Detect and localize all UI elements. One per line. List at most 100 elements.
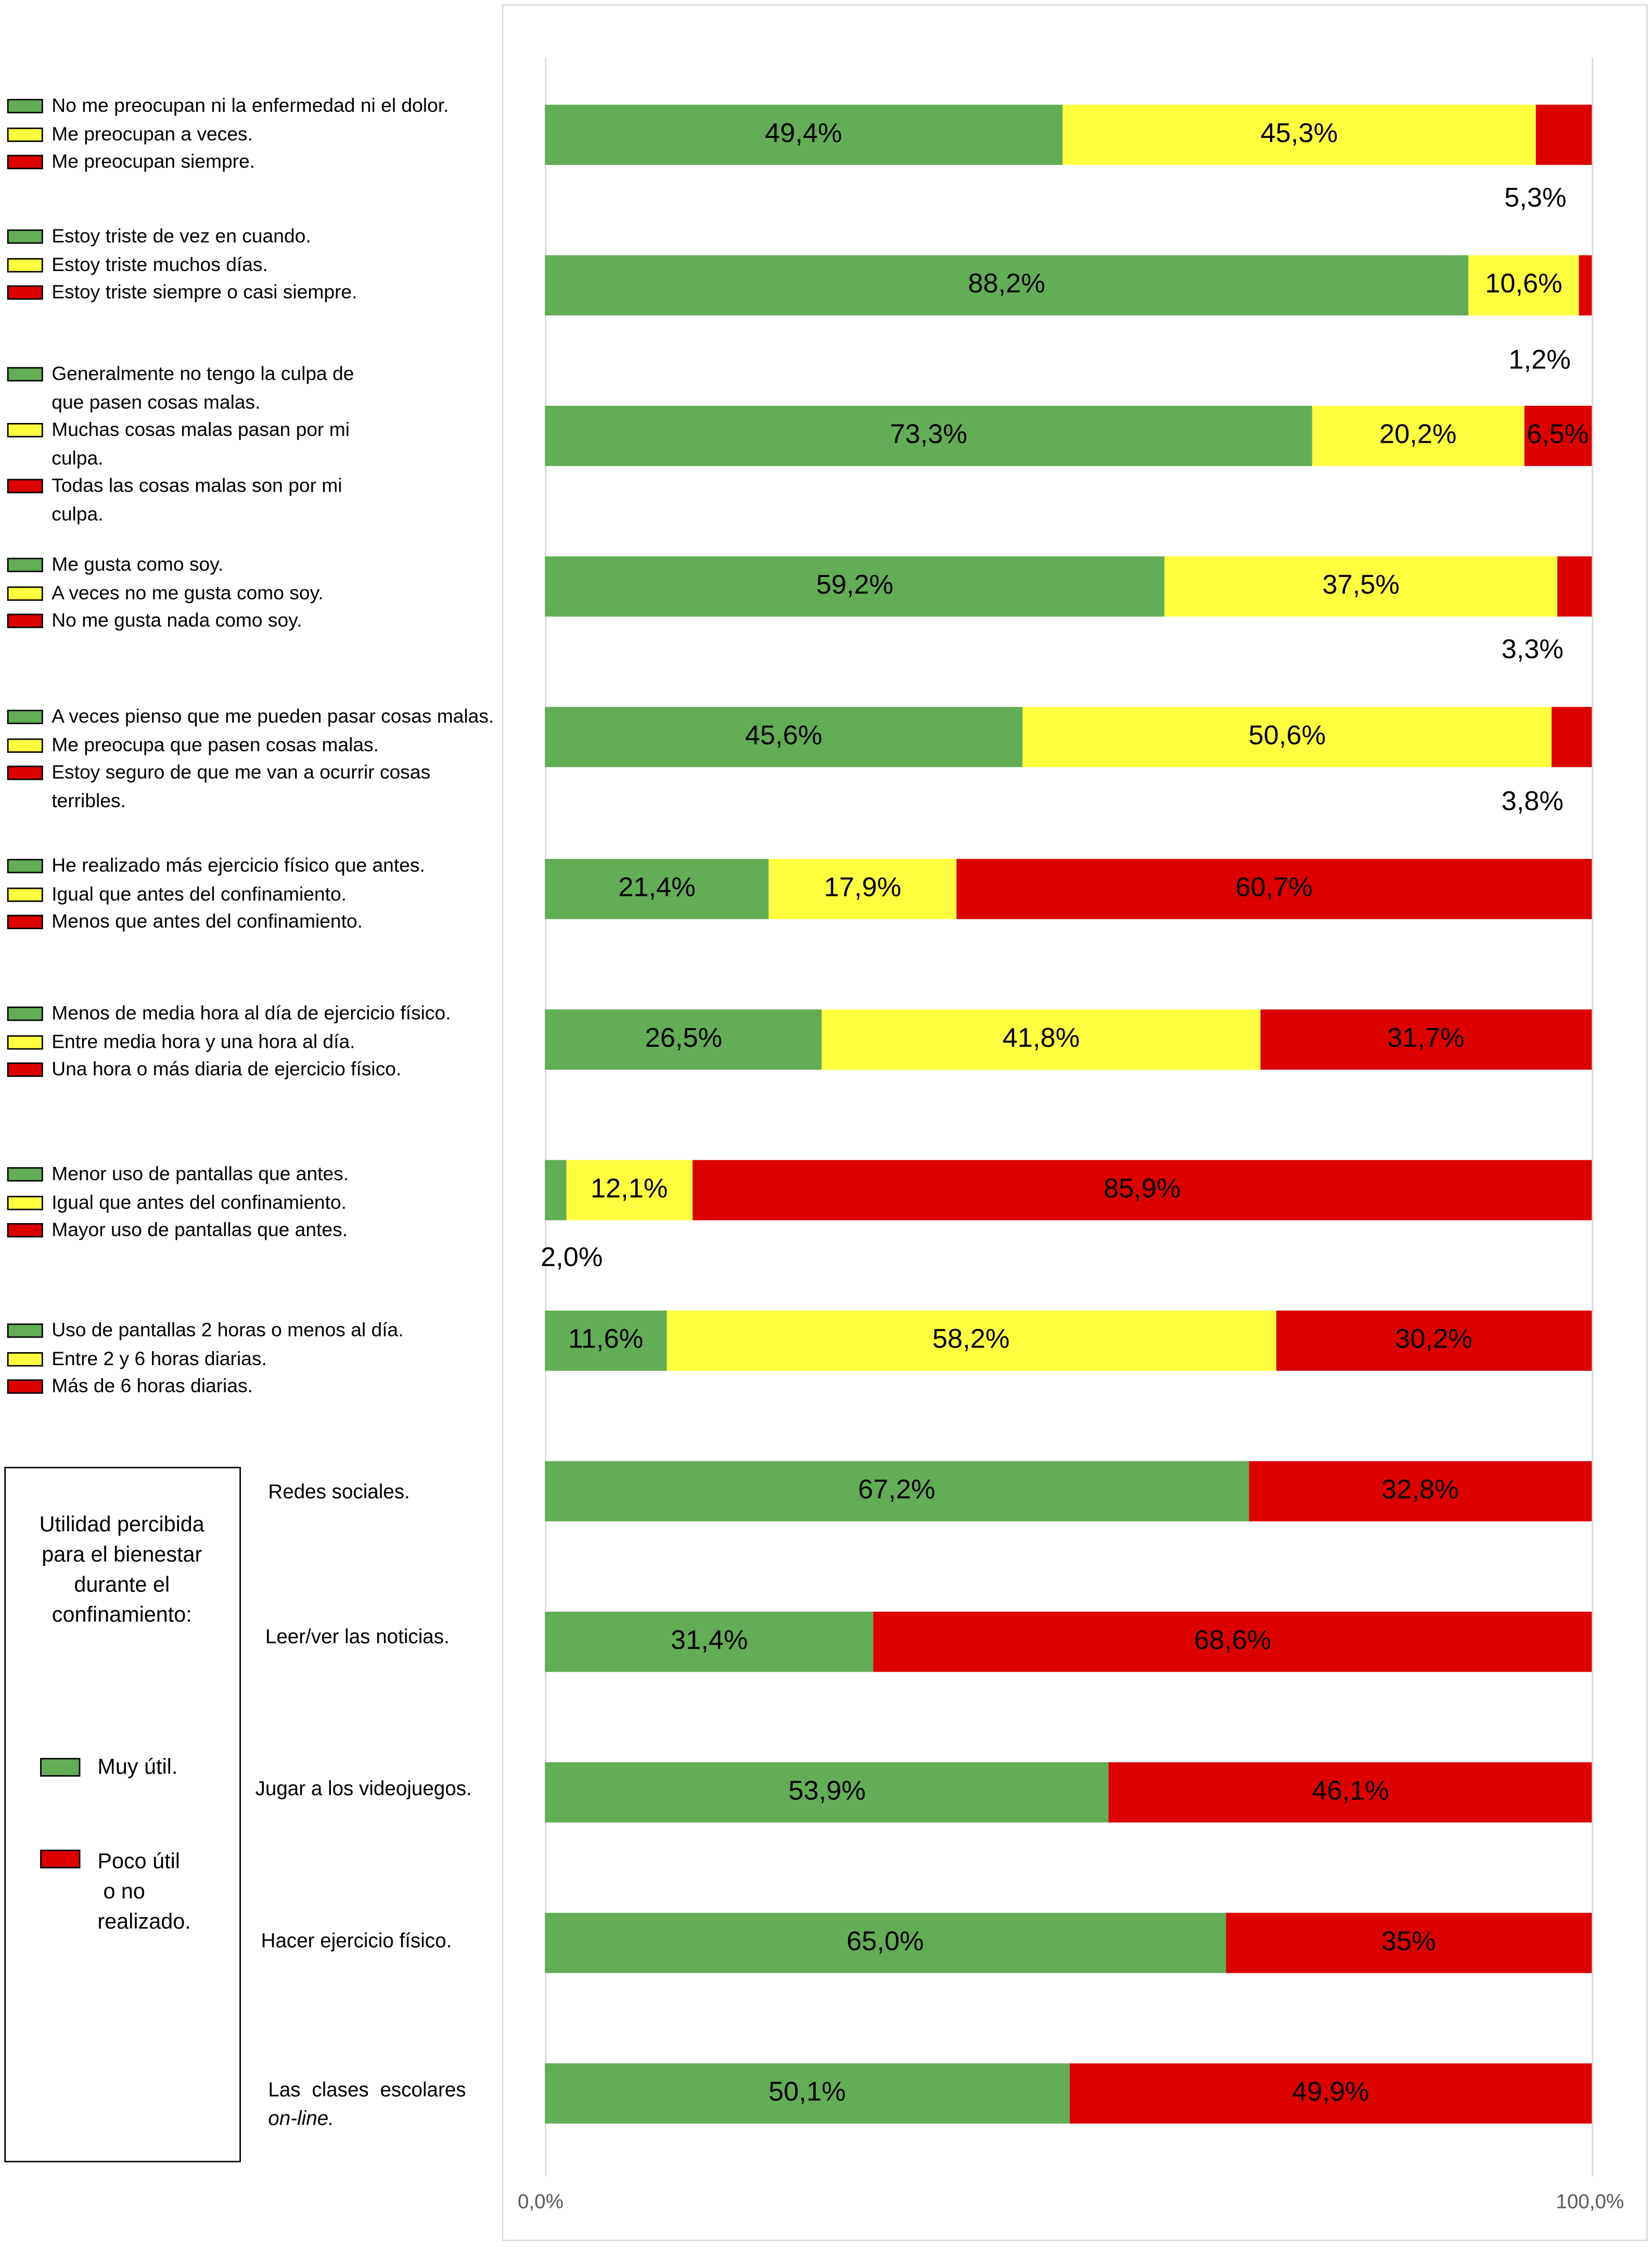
bar-segment-green: 21,4% bbox=[545, 858, 769, 919]
data-label: 88,2% bbox=[968, 269, 1045, 300]
green-swatch bbox=[7, 710, 43, 724]
bar-segment-red bbox=[1579, 255, 1592, 316]
legend-label: Generalmente no tengo la culpa de bbox=[52, 363, 354, 384]
data-label: 60,7% bbox=[1235, 872, 1313, 903]
legend-label: Me preocupan a veces. bbox=[52, 122, 253, 145]
x-tick-label-0: 0,0% bbox=[517, 2189, 564, 2213]
bar-segment-red: 49,9% bbox=[1069, 2063, 1592, 2124]
utility-legend-box bbox=[4, 1467, 241, 2163]
data-label: 49,9% bbox=[1291, 2078, 1369, 2109]
legend-label: culpa. bbox=[52, 503, 104, 525]
legend-label: Menos que antes del confinamiento. bbox=[52, 910, 363, 932]
activity-label: Las clases escolares bbox=[268, 2077, 466, 2101]
green-legend-label: Muy útil. bbox=[97, 1755, 178, 1780]
legend-label: Me preocupan siempre. bbox=[52, 150, 255, 173]
bar-segment-red: 35% bbox=[1225, 1913, 1592, 1973]
legend-label: A veces pienso que me pueden pasar cosas… bbox=[52, 705, 494, 727]
legend-label: A veces no me gusta como soy. bbox=[52, 581, 324, 604]
red-swatch bbox=[7, 1379, 43, 1394]
legend-label: Entre media hora y una hora al día. bbox=[52, 1030, 355, 1052]
data-label: 26,5% bbox=[645, 1023, 723, 1054]
bar-segment-red bbox=[1536, 105, 1592, 165]
bar-segment-green: 45,6% bbox=[545, 707, 1022, 768]
legend-label: He realizado más ejercicio físico que an… bbox=[52, 854, 425, 876]
data-label: 11,6% bbox=[568, 1325, 644, 1355]
bar-segment-red: 31,7% bbox=[1260, 1009, 1592, 1069]
green-swatch bbox=[7, 858, 43, 874]
data-label: 32,8% bbox=[1381, 1475, 1459, 1506]
legend-label: Estoy triste de vez en cuando. bbox=[52, 225, 311, 247]
bar-segment-yellow: 12,1% bbox=[566, 1159, 693, 1220]
bar-segment-green: 67,2% bbox=[545, 1461, 1249, 1521]
data-label: 21,4% bbox=[618, 872, 696, 903]
legend-label: Mayor uso de pantallas que antes. bbox=[52, 1219, 348, 1241]
bar-segment-yellow: 17,9% bbox=[769, 858, 956, 919]
yellow-swatch bbox=[7, 887, 43, 902]
data-label: 6,5% bbox=[1527, 420, 1589, 451]
bar-segment-yellow: 58,2% bbox=[666, 1310, 1276, 1371]
title-line: confinamiento: bbox=[52, 1603, 192, 1628]
data-label-outside: 3,3% bbox=[1501, 635, 1564, 665]
data-label: 53,9% bbox=[788, 1777, 866, 1807]
legend-label: Igual que antes del confinamiento. bbox=[52, 1191, 347, 1213]
label-line: Poco útil bbox=[97, 1850, 181, 1874]
bar-row-11: 31,4% 68,6% bbox=[545, 1611, 1592, 1672]
legend-label: Uso de pantallas 2 horas o menos al día. bbox=[52, 1319, 404, 1341]
legend-label: Menos de media hora al día de ejercicio … bbox=[52, 1002, 451, 1024]
legend-label: Una hora o más diaria de ejercicio físic… bbox=[52, 1058, 402, 1080]
bar-segment-red: 68,6% bbox=[874, 1611, 1592, 1672]
bar-row-10: 67,2% 32,8% bbox=[545, 1461, 1592, 1521]
green-swatch bbox=[7, 1006, 43, 1021]
data-label: 45,3% bbox=[1260, 119, 1338, 149]
green-swatch bbox=[40, 1757, 81, 1777]
bar-segment-red: 6,5% bbox=[1523, 406, 1592, 467]
data-label: 46,1% bbox=[1312, 1777, 1389, 1807]
red-swatch bbox=[7, 915, 43, 930]
data-label: 59,2% bbox=[816, 571, 894, 601]
bar-row-1: 49,4% 45,3% bbox=[545, 105, 1592, 165]
red-swatch bbox=[40, 1850, 81, 1869]
data-label: 10,6% bbox=[1485, 269, 1563, 300]
data-label: 17,9% bbox=[824, 872, 902, 903]
red-swatch bbox=[7, 155, 43, 170]
activity-label: Hacer ejercicio físico. bbox=[261, 1928, 452, 1952]
legend-label: Me gusta como soy. bbox=[52, 553, 224, 575]
data-label: 30,2% bbox=[1395, 1325, 1472, 1355]
data-label: 35% bbox=[1381, 1927, 1436, 1958]
label-line: realizado. bbox=[97, 1910, 191, 1934]
bar-segment-green: 65,0% bbox=[545, 1913, 1226, 1973]
bar-segment-green: 53,9% bbox=[545, 1762, 1109, 1823]
legend-label: culpa. bbox=[52, 447, 104, 469]
bar-segment-green: 26,5% bbox=[545, 1009, 823, 1069]
green-swatch bbox=[7, 1323, 43, 1338]
data-label: 58,2% bbox=[932, 1325, 1010, 1355]
legend-label: No me preocupan ni la enfermedad ni el d… bbox=[52, 94, 449, 117]
data-label: 31,7% bbox=[1387, 1023, 1465, 1054]
data-label: 73,3% bbox=[890, 420, 967, 451]
bar-row-7: 26,5% 41,8% 31,7% bbox=[545, 1009, 1592, 1069]
activity-label: Jugar a los videojuegos. bbox=[255, 1776, 472, 1800]
bar-row-13: 65,0% 35% bbox=[545, 1913, 1592, 1973]
bar-segment-green: 50,1% bbox=[545, 2063, 1070, 2124]
legend-label: Menor uso de pantallas que antes. bbox=[52, 1163, 349, 1185]
bar-segment-red: 85,9% bbox=[692, 1159, 1592, 1220]
bar-segment-yellow: 45,3% bbox=[1062, 105, 1536, 165]
data-label-outside: 2,0% bbox=[541, 1243, 603, 1274]
green-swatch bbox=[7, 367, 43, 382]
bar-row-3: 73,3% 20,2% 6,5% bbox=[545, 406, 1592, 467]
bar-row-9: 11,6% 58,2% 30,2% bbox=[545, 1310, 1592, 1371]
legend-label: Todas las cosas malas son por mi bbox=[52, 475, 342, 497]
data-label: 50,6% bbox=[1248, 722, 1326, 752]
yellow-swatch bbox=[7, 127, 43, 142]
data-label: 85,9% bbox=[1103, 1174, 1181, 1204]
red-swatch bbox=[7, 766, 43, 780]
legend-label: terribles. bbox=[52, 790, 126, 812]
bar-row-12: 53,9% 46,1% bbox=[545, 1762, 1592, 1823]
red-legend-label: Poco útil o no realizado. bbox=[97, 1847, 190, 1937]
activity-label: on-line. bbox=[268, 2106, 334, 2129]
bar-segment-green: 88,2% bbox=[545, 255, 1468, 316]
data-label: 31,4% bbox=[670, 1626, 748, 1657]
legend-label: Muchas cosas malas pasan por mi bbox=[52, 419, 350, 441]
bar-segment-red: 30,2% bbox=[1275, 1310, 1592, 1371]
